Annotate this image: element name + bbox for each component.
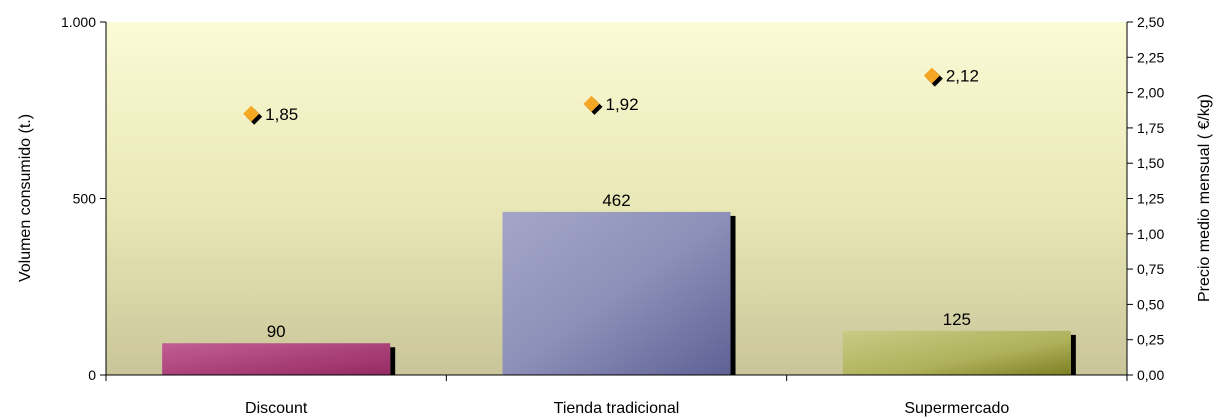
- price-value-label: 1,85: [265, 105, 298, 124]
- y2-tick-label: 1,75: [1137, 120, 1164, 136]
- y2-tick-label: 0,00: [1137, 367, 1164, 383]
- price-marker: [583, 95, 600, 112]
- bar-value-label: 125: [943, 310, 971, 329]
- y2-tick-label: 2,50: [1137, 14, 1164, 30]
- markers-layer: 1,85 1,92 2,12: [243, 67, 979, 125]
- price-value-label: 2,12: [946, 67, 979, 86]
- y-tick-label: 500: [73, 191, 97, 207]
- y2-tick-label: 0,75: [1137, 261, 1164, 277]
- x-tick-label: Tienda tradicional: [554, 400, 680, 417]
- bar: [842, 330, 1071, 375]
- bar-shadow: [390, 347, 396, 375]
- bar-value-label: 90: [267, 322, 286, 341]
- bar: [162, 343, 391, 375]
- y2-axis-title: Precio medio mensual ( €/kg): [1196, 94, 1213, 302]
- y-tick-label: 0: [88, 367, 96, 383]
- right-axis-ticks: 0,00 0,25 0,50 0,75 1,00 1,25 1,50 1,75 2,00 2,25…: [1127, 14, 1164, 383]
- y2-tick-label: 1,50: [1137, 155, 1164, 171]
- x-tick-label: Supermercado: [904, 400, 1009, 417]
- bar-shadow: [1070, 334, 1076, 375]
- x-axis-ticks: Discount Tienda tradicional Supermercado: [105, 375, 1128, 417]
- y2-tick-label: 0,50: [1137, 296, 1164, 312]
- bars-layer: 90 462 125: [162, 191, 1076, 375]
- y2-tick-label: 2,25: [1137, 49, 1164, 65]
- left-axis-ticks: 0 500 1.000: [61, 14, 106, 383]
- x-tick-label: Discount: [245, 400, 308, 417]
- y2-tick-label: 1,25: [1137, 191, 1164, 207]
- price-marker: [923, 67, 940, 84]
- y2-tick-label: 0,25: [1137, 332, 1164, 348]
- price-value-label: 1,92: [606, 95, 639, 114]
- price-marker: [243, 105, 260, 122]
- y-tick-label: 1.000: [61, 14, 96, 30]
- bar-shadow: [730, 215, 736, 375]
- bar: [502, 211, 731, 375]
- y-axis-title: Volumen consumido (t.): [17, 114, 34, 282]
- y2-tick-label: 2,00: [1137, 85, 1164, 101]
- y2-tick-label: 1,00: [1137, 226, 1164, 242]
- bar-value-label: 462: [602, 191, 630, 210]
